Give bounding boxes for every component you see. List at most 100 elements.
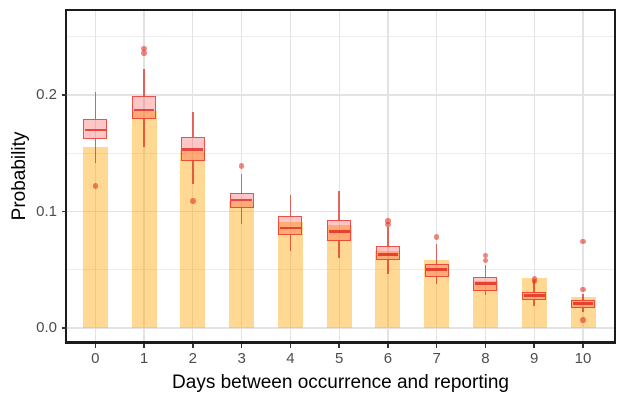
- whisker-upper-day-8: [484, 265, 487, 277]
- outlier-dot-day-3: [238, 163, 245, 169]
- v-gridline: [94, 11, 96, 341]
- x-tick-label-8: 8: [481, 350, 490, 367]
- h-gridline-minor: [67, 269, 614, 271]
- median-day-3: [231, 198, 252, 202]
- x-tick-label-1: 1: [139, 350, 149, 367]
- whisker-lower-day-1: [143, 119, 145, 148]
- y-axis-tick: [62, 210, 67, 213]
- y-tick-label-0.2: 0.2: [36, 86, 57, 103]
- bar-day-8: [472, 281, 498, 328]
- x-tick-label-2: 2: [188, 350, 197, 367]
- bar-day-10: [570, 296, 596, 328]
- outlier-dot-day-8: [482, 253, 489, 259]
- outlier-dot-day-8: [482, 257, 489, 264]
- h-gridline-minor: [67, 152, 614, 154]
- x-tick-label-3: 3: [237, 350, 246, 367]
- whisker-lower-day-10: [582, 308, 584, 312]
- whisker-upper-day-2: [192, 112, 194, 137]
- median-day-4: [279, 226, 301, 230]
- v-gridline: [484, 11, 487, 341]
- whisker-upper-day-1: [143, 69, 145, 97]
- x-axis-tick: [484, 344, 487, 348]
- whisker-lower-day-5: [338, 240, 340, 259]
- whisker-lower-day-4: [289, 234, 292, 252]
- v-gridline: [338, 11, 340, 341]
- whisker-upper-day-0: [94, 91, 97, 120]
- whisker-lower-day-8: [484, 290, 487, 296]
- y-tick-label-0.1: 0.1: [36, 202, 57, 220]
- x-axis-tick: [94, 344, 97, 348]
- x-axis-tick: [289, 344, 292, 348]
- x-tick-label-7: 7: [432, 350, 441, 367]
- outlier-dot-day-9: [531, 278, 537, 285]
- x-axis-tick: [533, 344, 535, 348]
- whisker-lower-day-6: [387, 260, 389, 275]
- v-gridline: [582, 11, 584, 341]
- outlier-dot-day-6: [385, 221, 391, 227]
- x-tick-label-5: 5: [334, 350, 344, 367]
- box-day-1: [132, 96, 157, 120]
- v-gridline: [289, 11, 292, 341]
- whisker-upper-day-5: [338, 190, 340, 220]
- outlier-dot-day-10: [580, 239, 586, 245]
- x-tick-label-9: 9: [530, 350, 539, 367]
- outlier-dot-day-6: [385, 218, 391, 224]
- x-axis-tick: [435, 344, 438, 348]
- outlier-dot-day-0: [92, 183, 98, 189]
- whisker-lower-day-7: [435, 276, 438, 284]
- x-tick-label-10: 10: [574, 350, 592, 367]
- h-gridline-major: [67, 327, 614, 329]
- whisker-upper-day-3: [240, 174, 243, 193]
- whisker-upper-day-10: [582, 294, 584, 301]
- median-day-5: [328, 230, 350, 233]
- h-gridline-major: [67, 210, 614, 213]
- v-gridline: [533, 11, 535, 341]
- whisker-lower-day-9: [533, 300, 535, 306]
- bar-day-0: [82, 147, 108, 328]
- y-tick-label-0.0: 0.0: [36, 319, 57, 336]
- whisker-upper-day-7: [435, 244, 438, 264]
- h-gridline-major: [67, 94, 614, 96]
- x-axis-tick: [582, 344, 584, 348]
- median-day-7: [426, 268, 448, 272]
- x-tick-label-0: 0: [91, 350, 100, 367]
- box-day-4: [278, 216, 303, 235]
- x-axis-tick: [387, 344, 389, 348]
- whisker-lower-day-2: [192, 161, 194, 184]
- v-gridline: [143, 11, 145, 341]
- whisker-upper-day-6: [387, 226, 389, 247]
- median-day-9: [523, 294, 545, 297]
- whisker-upper-day-4: [289, 195, 292, 217]
- whisker-lower-day-0: [94, 139, 97, 163]
- outlier-dot-day-10: [580, 317, 586, 323]
- median-day-0: [84, 128, 106, 132]
- median-day-10: [572, 302, 594, 305]
- outlier-dot-day-1: [141, 50, 147, 56]
- v-gridline: [436, 11, 438, 341]
- outlier-dot-day-2: [190, 198, 196, 204]
- y-axis-tick: [62, 94, 67, 96]
- outlier-dot-day-10: [580, 286, 586, 293]
- whisker-lower-day-3: [240, 208, 243, 225]
- plot-panel: [67, 11, 614, 341]
- median-day-8: [475, 282, 496, 286]
- x-tick-label-4: 4: [286, 350, 295, 367]
- x-axis-tick: [143, 344, 145, 348]
- median-day-6: [377, 253, 399, 256]
- h-gridline-minor: [67, 36, 614, 38]
- x-tick-label-6: 6: [383, 350, 393, 367]
- x-axis-tick: [338, 344, 340, 348]
- y-axis-tick: [62, 327, 67, 329]
- median-day-1: [133, 108, 155, 112]
- v-gridline: [387, 11, 389, 341]
- x-axis-tick: [240, 344, 243, 348]
- median-day-2: [182, 148, 204, 152]
- bar-day-7: [424, 260, 450, 328]
- whisker-upper-day-9: [533, 281, 535, 292]
- x-axis-title: Days between occurrence and reporting: [172, 372, 509, 393]
- outlier-dot-day-7: [433, 234, 440, 240]
- outlier-dot-day-1: [141, 45, 147, 52]
- bar-day-1: [131, 111, 157, 328]
- x-axis-tick: [192, 344, 194, 348]
